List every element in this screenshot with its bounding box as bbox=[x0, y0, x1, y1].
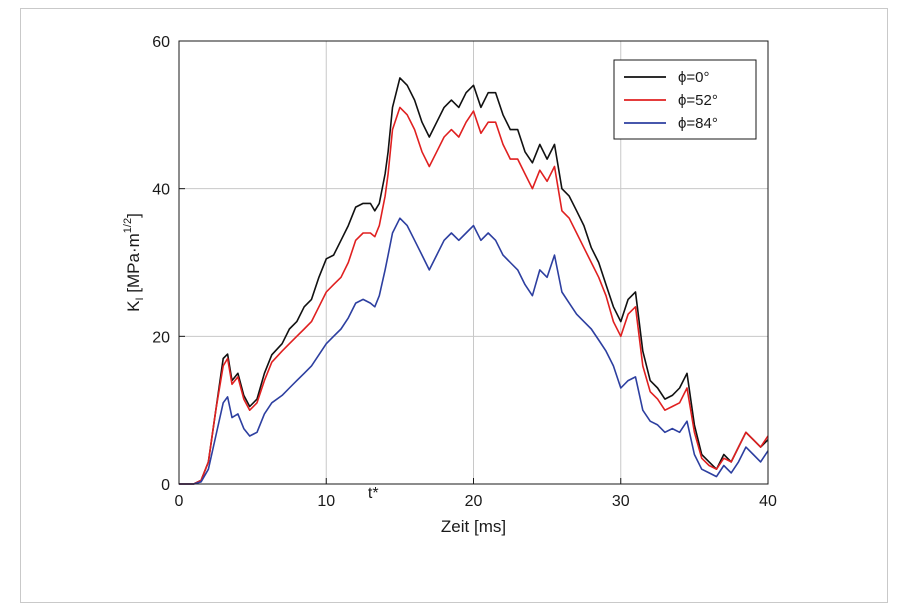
figure-frame bbox=[20, 8, 888, 603]
x-tick-label: 30 bbox=[612, 493, 630, 510]
series-layer bbox=[179, 77, 769, 485]
series-line-1 bbox=[179, 106, 769, 485]
legend-label-0: ϕ=0° bbox=[678, 69, 710, 86]
y-tick-label: 60 bbox=[152, 34, 170, 51]
y-axis-title-unit-end: ] bbox=[124, 213, 143, 218]
y-axis-title-unit: [MPa·m bbox=[124, 233, 143, 297]
x-tick-label: 20 bbox=[465, 493, 483, 510]
y-tick-label: 40 bbox=[152, 182, 170, 199]
x-tick-label: 40 bbox=[759, 493, 777, 510]
y-axis-title-main: K bbox=[124, 300, 143, 312]
series-line-2 bbox=[179, 217, 769, 485]
x-axis-title: Zeit [ms] bbox=[441, 517, 506, 536]
series-line-0 bbox=[179, 77, 769, 485]
legend-label-2: ϕ=84° bbox=[678, 115, 718, 132]
y-axis-title: KI [MPa·m1/2] bbox=[122, 213, 146, 312]
t-star-annotation: t* bbox=[368, 485, 379, 502]
x-tick-label: 0 bbox=[175, 493, 184, 510]
grid bbox=[179, 41, 768, 484]
y-tick-label: 20 bbox=[152, 329, 170, 346]
x-tick-label: 10 bbox=[317, 493, 335, 510]
tick-labels: 0 10 20 30 40 0 20 40 60 bbox=[152, 34, 777, 510]
legend: ϕ=0° ϕ=52° ϕ=84° bbox=[613, 59, 757, 140]
y-tick-label: 0 bbox=[161, 477, 170, 494]
y-axis-title-sup: 1/2 bbox=[122, 218, 134, 233]
y-axis-title-sub: I bbox=[134, 297, 146, 300]
axes bbox=[178, 40, 769, 485]
legend-label-1: ϕ=52° bbox=[678, 92, 718, 109]
